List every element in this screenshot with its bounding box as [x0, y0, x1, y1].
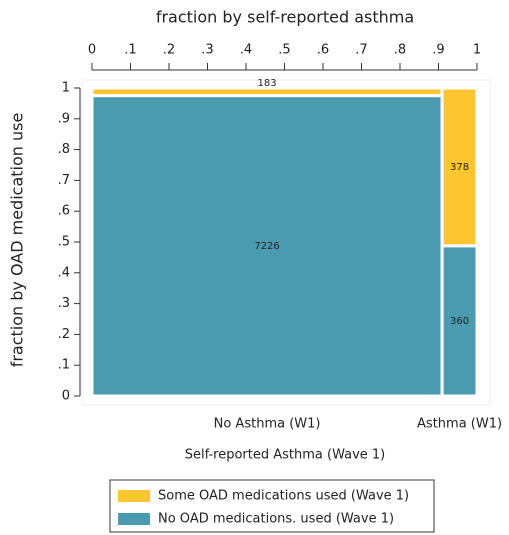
- x-tick-label: .2: [163, 43, 175, 58]
- legend-label: No OAD medications. used (Wave 1): [158, 512, 394, 527]
- y-tick-label: .2: [58, 327, 70, 342]
- x-tick-label: .8: [394, 43, 406, 58]
- y-tick-label: .3: [58, 296, 70, 311]
- y-tick-label: 0: [62, 389, 70, 404]
- y-tick-label: .7: [58, 173, 70, 188]
- x-axis-title: Self-reported Asthma (Wave 1): [185, 448, 386, 463]
- data-label: 360: [450, 316, 469, 327]
- legend-swatch: [118, 513, 150, 525]
- legend-label: Some OAD medications used (Wave 1): [158, 489, 409, 504]
- x-tick-label: .7: [355, 43, 367, 58]
- legend-box: [109, 479, 435, 533]
- x-tick-label: 1: [473, 43, 481, 58]
- y-tick-label: .4: [58, 265, 70, 280]
- x-tick-label: .4: [240, 43, 252, 58]
- x-category-label: Asthma (W1): [417, 417, 502, 432]
- y-tick-label: .1: [58, 358, 70, 373]
- y-axis-title: fraction by OAD medication use: [8, 113, 27, 368]
- x-category-label: No Asthma (W1): [214, 417, 321, 432]
- x-tick-label: 0: [88, 43, 96, 58]
- data-label: 7226: [254, 241, 279, 252]
- x-tick-label: .3: [201, 43, 213, 58]
- x-tick-label: .1: [124, 43, 136, 58]
- y-tick-label: .8: [58, 142, 70, 157]
- x-tick-label: .9: [432, 43, 444, 58]
- y-tick-label: 1: [62, 81, 70, 96]
- data-label: 378: [450, 162, 469, 173]
- mosaic-cell: [90, 86, 444, 98]
- mosaic-cell: [440, 86, 479, 248]
- x-tick-label: .6: [317, 43, 329, 58]
- data-label: 183: [258, 78, 277, 89]
- legend-swatch: [118, 490, 150, 502]
- y-tick-label: .9: [58, 111, 70, 126]
- y-tick-label: .5: [58, 235, 70, 250]
- y-tick-label: .6: [58, 204, 70, 219]
- chart-title: fraction by self-reported asthma: [156, 8, 414, 27]
- x-tick-label: .5: [278, 43, 290, 58]
